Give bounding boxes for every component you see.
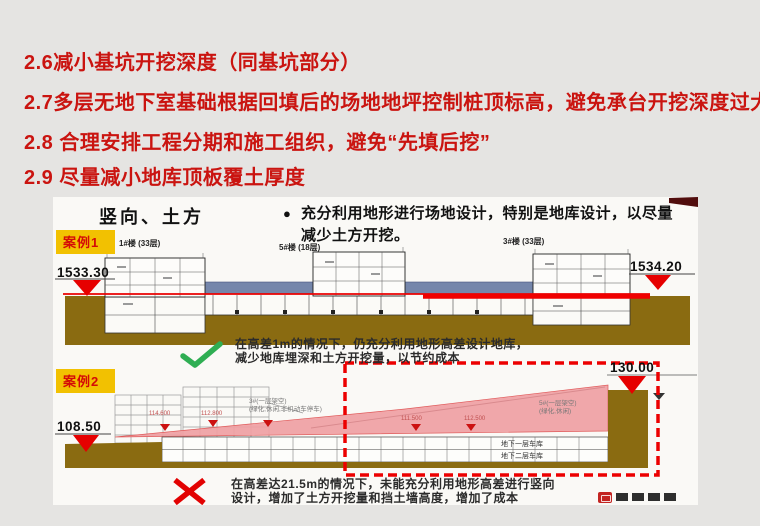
case1-label: 案例1 [56,230,116,254]
case2-ground-mass [65,390,648,468]
company-logo-mark [598,492,612,503]
elevation-1534-20: 1534.20 [630,259,683,274]
dashed-highlight-box [343,361,660,477]
case2-elevation-marks [55,374,697,452]
corner-swoosh [669,197,698,207]
building-label-3: 3#楼 (33层) [503,237,545,246]
elevation-130-00: 130.00 [610,360,655,375]
building-label-5: 5#楼 (18层) [279,243,321,252]
case1-elevation-marks [55,273,695,296]
case1-building-grid [105,247,630,298]
mark-111-500: 111.500 [401,416,422,422]
mark-112-500: 112.500 [464,416,486,422]
case1-buildings [104,251,631,299]
red-triangle-icon [645,275,671,290]
mark-114-600: 114.600 [149,411,171,417]
red-triangle-icon [73,435,99,452]
case2-garage-columns [182,437,580,462]
case1-tiny-text-marks [117,261,602,307]
building-label-1: 1#楼 (33层) [119,239,161,248]
case2-small-marks [160,420,476,431]
annotation-b1: 5#(一层架空) [539,400,577,407]
garage-level1-label: 地下一层车库 [501,441,543,448]
case1-note-line2: 减少地库埋深和土方开挖量，以节约成本 [235,351,461,365]
heading-2-7: 2.7多层无地下室基础根据回填后的场地地坪控制桩顶标高，避免承台开挖深度过大 [24,92,760,114]
case2-label: 案例2 [56,369,116,393]
red-triangle-icon [618,376,646,394]
heading-2-8: 2.8 合理安排工程分期和施工组织，避免“先填后挖” [24,132,491,154]
case2-note-line1: 在高差达21.5m的情况下，未能充分利用地形高差进行竖向 [231,477,556,491]
case1-column-footings [235,310,479,314]
garage-level2-label: 地下二层车库 [501,453,543,460]
heading-2-6: 2.6减小基坑开挖深度（同基坑部分） [24,52,361,74]
pink-earthwork-wedge [114,384,609,438]
case2-note-line2: 设计，增加了土方开挖量和挡土墙高度，增加了成本 [231,491,519,505]
case1-grade-lines [63,293,650,299]
annotation-b2: (绿化,休闲) [539,408,572,415]
mark-112-800: 112.800 [201,411,223,417]
case1-note-line1: 在高差1m的情况下，仍充分利用地形高差设计地库， [235,337,529,351]
bullet-text-line2: 减少土方开挖。 [301,227,410,244]
elevation-108-50: 108.50 [57,419,102,434]
company-logo [598,492,680,503]
red-x-icon [173,477,206,505]
bullet-icon: ● [283,206,291,221]
sections-diagram [55,197,698,505]
green-check-icon [180,341,223,368]
red-triangle-icon [73,280,101,296]
heading-2-9: 2.9 尽量减小地库顶板覆土厚度 [24,167,306,189]
annotation-a2: (绿化,休闲,非机动车停车) [249,406,322,413]
figure-title: 竖向、土方 [99,207,204,227]
embedded-section-image: 竖向、土方 ● 充分利用地形进行场地设计，特别是地库设计，以尽量 减少土方开挖。… [53,197,698,505]
bullet-text-line1: 充分利用地形进行场地设计，特别是地库设计，以尽量 [301,205,674,222]
annotation-a1: 3#(一层架空) [249,398,287,405]
black-triangle-icon [653,393,665,400]
elevation-1533-30: 1533.30 [57,265,110,280]
